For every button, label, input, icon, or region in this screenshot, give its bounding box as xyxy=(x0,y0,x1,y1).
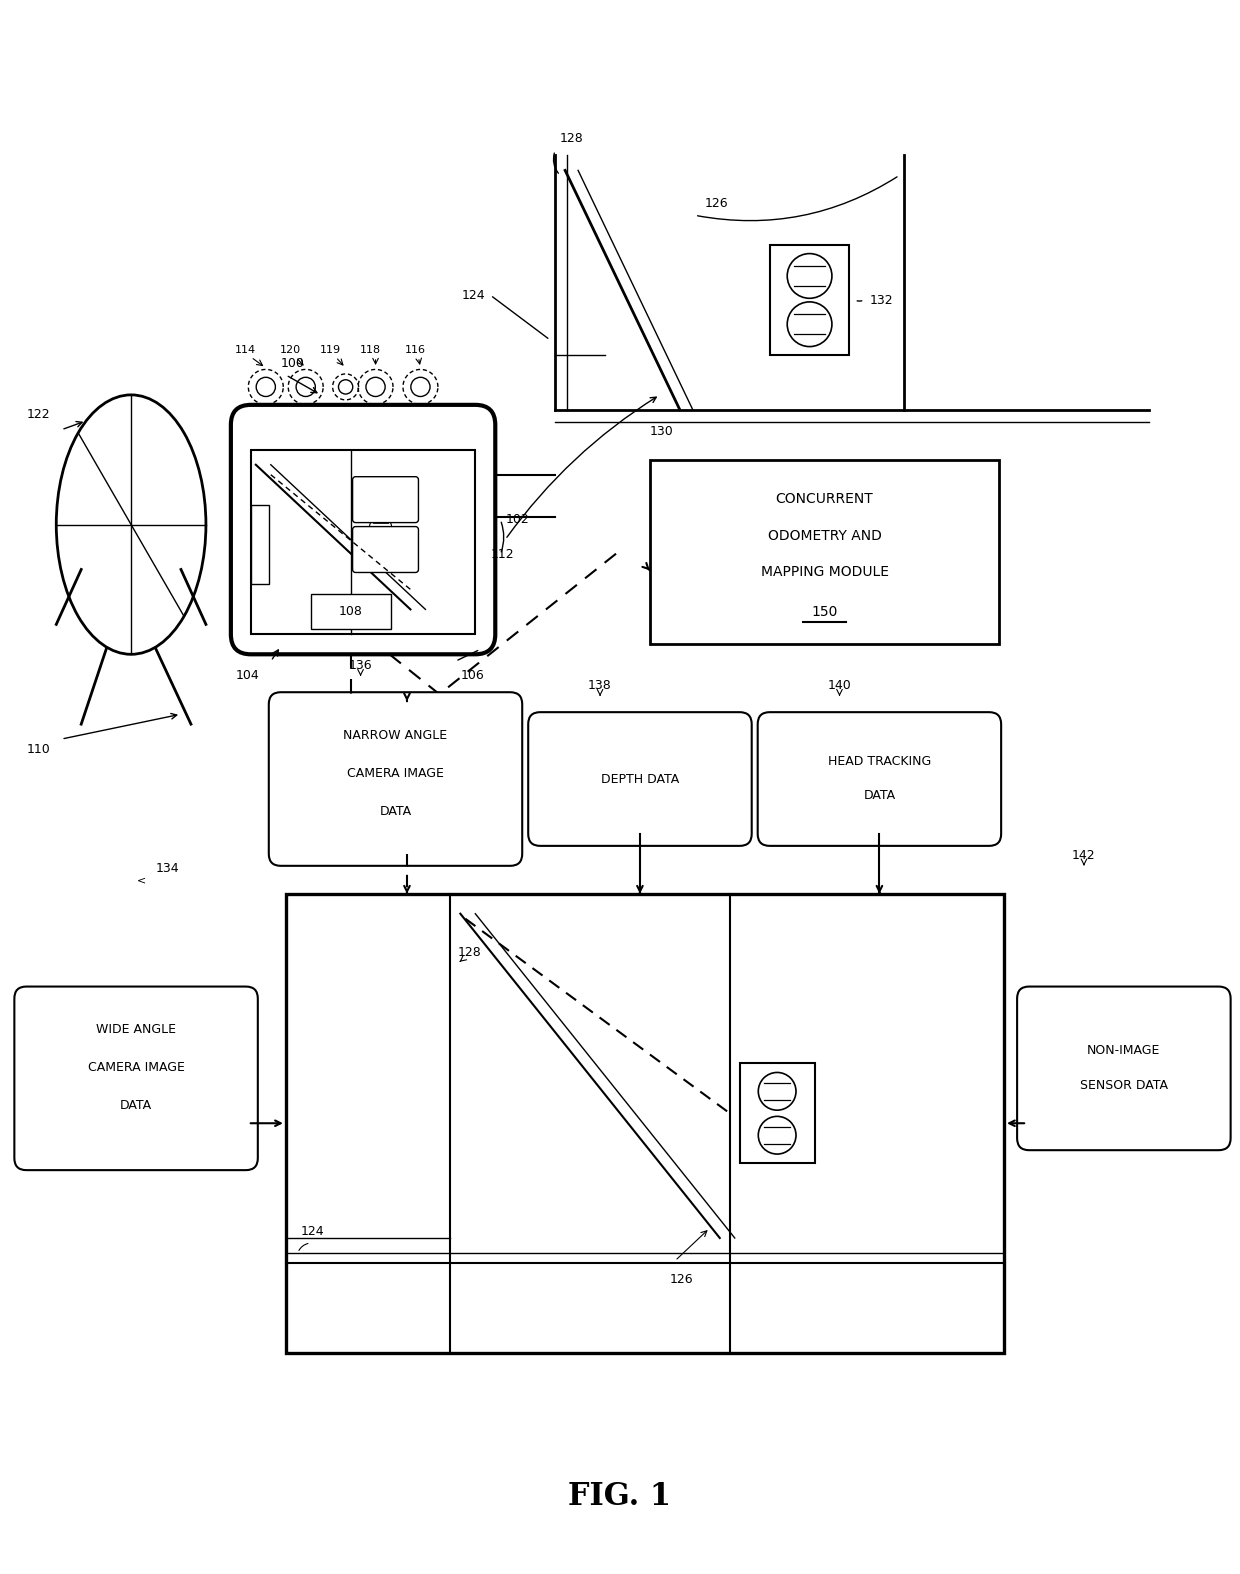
Text: 120: 120 xyxy=(280,345,301,356)
Text: 128: 128 xyxy=(560,132,584,145)
Text: SENSOR DATA: SENSOR DATA xyxy=(1080,1078,1168,1092)
Text: 100: 100 xyxy=(280,357,305,370)
FancyBboxPatch shape xyxy=(231,405,495,655)
Text: 126: 126 xyxy=(704,197,728,211)
Text: 110: 110 xyxy=(26,743,50,756)
Text: NON-IMAGE: NON-IMAGE xyxy=(1087,1044,1161,1056)
Text: <: < xyxy=(136,875,146,886)
Text: 124: 124 xyxy=(301,1225,325,1239)
FancyBboxPatch shape xyxy=(269,693,522,866)
Text: WIDE ANGLE: WIDE ANGLE xyxy=(95,1023,176,1036)
Bar xyxy=(250,450,475,634)
Text: 116: 116 xyxy=(405,345,427,356)
Bar xyxy=(285,894,1004,1352)
FancyBboxPatch shape xyxy=(352,477,418,523)
Text: CONCURRENT: CONCURRENT xyxy=(776,491,873,505)
Text: CAMERA IMAGE: CAMERA IMAGE xyxy=(88,1061,185,1075)
Text: 124: 124 xyxy=(461,288,485,302)
Text: CAMERA IMAGE: CAMERA IMAGE xyxy=(347,767,444,781)
Text: DATA: DATA xyxy=(120,1099,153,1113)
Text: DEPTH DATA: DEPTH DATA xyxy=(601,773,680,785)
FancyBboxPatch shape xyxy=(1017,987,1230,1151)
Text: 130: 130 xyxy=(650,425,673,438)
Text: ODOMETRY AND: ODOMETRY AND xyxy=(768,529,882,543)
Text: 104: 104 xyxy=(236,669,259,682)
Bar xyxy=(356,510,405,575)
Text: 108: 108 xyxy=(339,606,362,619)
Text: 132: 132 xyxy=(869,294,893,307)
Text: MAPPING MODULE: MAPPING MODULE xyxy=(760,565,889,579)
Text: 122: 122 xyxy=(26,408,50,422)
Text: DATA: DATA xyxy=(863,790,895,803)
Text: 150: 150 xyxy=(811,606,838,620)
Text: HEAD TRACKING: HEAD TRACKING xyxy=(828,754,931,768)
Text: 134: 134 xyxy=(156,863,180,875)
Bar xyxy=(250,505,269,584)
FancyBboxPatch shape xyxy=(15,987,258,1169)
Text: 114: 114 xyxy=(236,345,257,356)
Text: 106: 106 xyxy=(460,669,484,682)
Text: 119: 119 xyxy=(320,345,341,356)
Text: 102: 102 xyxy=(505,513,529,526)
Text: 112: 112 xyxy=(490,548,513,560)
Bar xyxy=(650,460,999,644)
Bar xyxy=(311,595,391,630)
Text: DATA: DATA xyxy=(379,804,412,818)
Text: FIG. 1: FIG. 1 xyxy=(568,1481,672,1513)
Text: 128: 128 xyxy=(458,946,481,959)
FancyBboxPatch shape xyxy=(528,711,751,845)
Text: 136: 136 xyxy=(348,660,372,672)
Text: 118: 118 xyxy=(360,345,381,356)
FancyBboxPatch shape xyxy=(758,711,1001,845)
Bar xyxy=(740,1064,815,1163)
Text: 138: 138 xyxy=(588,680,611,693)
FancyBboxPatch shape xyxy=(352,527,418,573)
Text: NARROW ANGLE: NARROW ANGLE xyxy=(343,729,448,741)
Text: 126: 126 xyxy=(670,1273,693,1286)
Text: 140: 140 xyxy=(827,680,852,693)
Text: 142: 142 xyxy=(1073,848,1096,863)
Bar xyxy=(770,246,849,356)
